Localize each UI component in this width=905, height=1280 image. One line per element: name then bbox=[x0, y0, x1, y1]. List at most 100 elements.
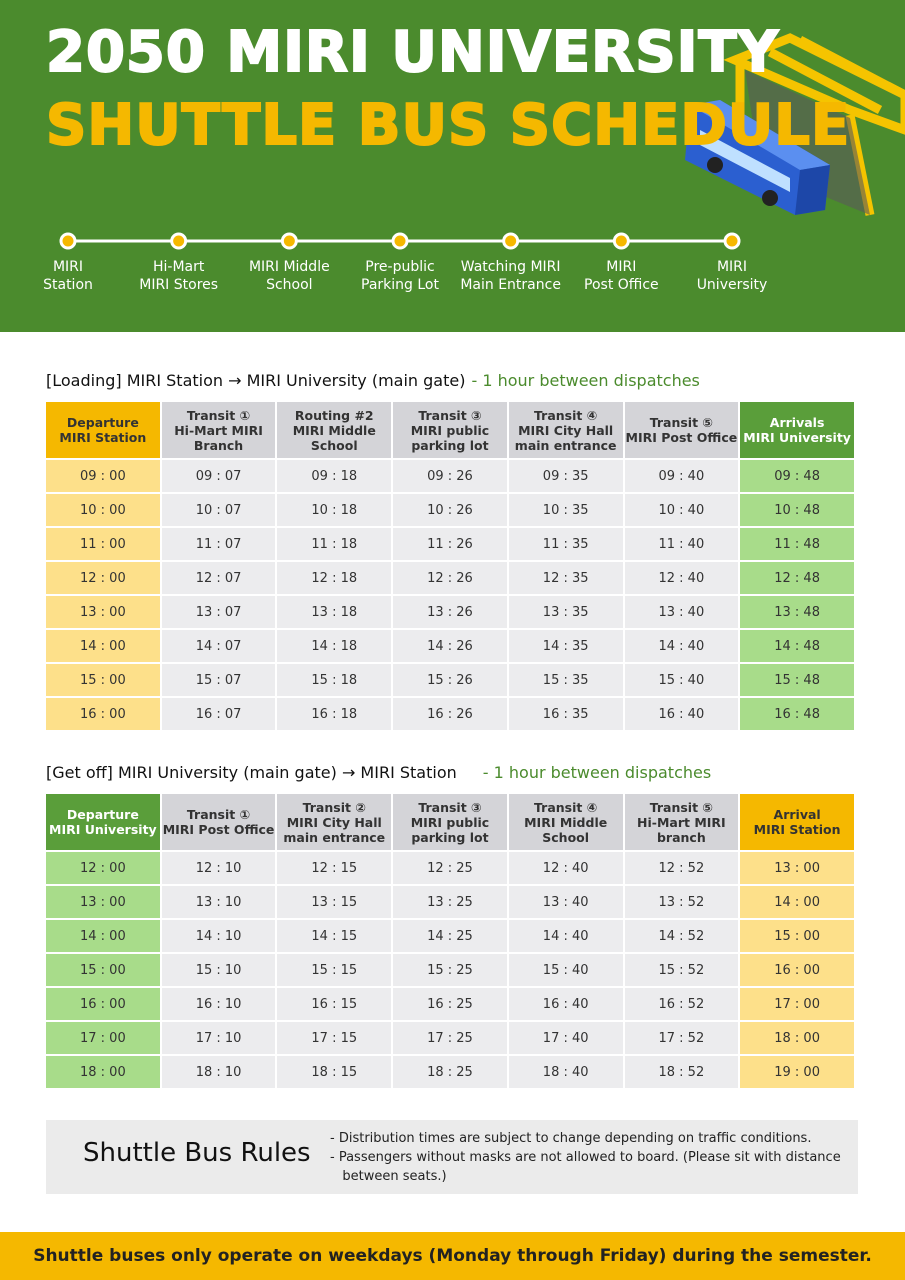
cell: 14 : 00 bbox=[46, 630, 160, 662]
row: 15 : 00 15 : 10 15 : 15 15 : 25 15 : 40 15 : … bbox=[46, 954, 854, 986]
cell: 12 : 26 bbox=[393, 562, 507, 594]
header-cell: Transit ⑤ MIRI Post Office bbox=[624, 402, 739, 458]
cell: 12 : 07 bbox=[161, 562, 276, 594]
cell: 13 : 52 bbox=[624, 886, 739, 918]
cell: 17 : 40 bbox=[508, 1022, 623, 1054]
cell: 15 : 26 bbox=[393, 664, 507, 696]
cell: 15 : 10 bbox=[161, 954, 276, 986]
cell: 09 : 48 bbox=[740, 460, 854, 492]
cell: 14 : 18 bbox=[277, 630, 392, 662]
cell: 09 : 07 bbox=[161, 460, 276, 492]
cell: 09 : 26 bbox=[393, 460, 507, 492]
rules-title: Shuttle Bus Rules bbox=[83, 1138, 311, 1168]
cell: 18 : 10 bbox=[161, 1056, 276, 1088]
cell: 15 : 18 bbox=[277, 664, 392, 696]
cell: 09 : 00 bbox=[46, 460, 160, 492]
route-line bbox=[59, 232, 741, 250]
cell: 11 : 26 bbox=[393, 528, 507, 560]
row: 13 : 00 13 : 07 13 : 18 13 : 26 13 : 35 13 : … bbox=[46, 596, 854, 628]
cell: 12 : 18 bbox=[277, 562, 392, 594]
cell: 16 : 15 bbox=[277, 988, 392, 1020]
row: 16 : 00 16 : 07 16 : 18 16 : 26 16 : 35 16 : … bbox=[46, 698, 854, 730]
cell: 14 : 00 bbox=[46, 920, 160, 952]
cell: 17 : 15 bbox=[277, 1022, 392, 1054]
stop-dot bbox=[170, 232, 188, 250]
cell: 10 : 00 bbox=[46, 494, 160, 526]
cell: 13 : 07 bbox=[161, 596, 276, 628]
cell: 18 : 52 bbox=[624, 1056, 739, 1088]
stop-label: Hi-Mart MIRI Stores bbox=[139, 259, 219, 293]
cell: 11 : 07 bbox=[161, 528, 276, 560]
cell: 12 : 35 bbox=[508, 562, 623, 594]
header-cell: Transit ① Hi-Mart MIRI Branch bbox=[161, 402, 276, 458]
rule-item: - Passengers without masks are not allow… bbox=[330, 1150, 841, 1184]
cell: 18 : 00 bbox=[46, 1056, 160, 1088]
rule-item: - Distribution times are subject to chan… bbox=[330, 1131, 812, 1146]
cell: 16 : 40 bbox=[508, 988, 623, 1020]
cell: 13 : 40 bbox=[624, 596, 739, 628]
row: 16 : 00 16 : 10 16 : 15 16 : 25 16 : 40 16 : … bbox=[46, 988, 854, 1020]
table1-heading: [Loading] MIRI Station → MIRI University… bbox=[46, 371, 700, 390]
cell: 12 : 40 bbox=[624, 562, 739, 594]
row: 12 : 00 12 : 07 12 : 18 12 : 26 12 : 35 12 : … bbox=[46, 562, 854, 594]
cell: 11 : 00 bbox=[46, 528, 160, 560]
header-row: Departure MIRI Station Transit ① Hi-Mart … bbox=[46, 402, 854, 458]
stop-label: MIRI Middle School bbox=[248, 259, 330, 293]
cell: 13 : 00 bbox=[740, 852, 854, 884]
cell: 11 : 48 bbox=[740, 528, 854, 560]
cell: 13 : 18 bbox=[277, 596, 392, 628]
cell: 14 : 52 bbox=[624, 920, 739, 952]
schedule-table: Departure MIRI University Transit ① MIRI … bbox=[44, 792, 856, 1090]
row: 14 : 00 14 : 07 14 : 18 14 : 26 14 : 35 14 : … bbox=[46, 630, 854, 662]
cell: 18 : 15 bbox=[277, 1056, 392, 1088]
row: 10 : 00 10 : 07 10 : 18 10 : 26 10 : 35 10 : … bbox=[46, 494, 854, 526]
cell: 12 : 48 bbox=[740, 562, 854, 594]
header-cell: Transit ④ MIRI Middle School bbox=[508, 794, 623, 850]
stop-label: Watching MIRI Main Entrance bbox=[460, 259, 561, 293]
stop-dot bbox=[59, 232, 77, 250]
stop-label: MIRI Post Office bbox=[584, 259, 659, 293]
row: 15 : 00 15 : 07 15 : 18 15 : 26 15 : 35 15 : … bbox=[46, 664, 854, 696]
cell: 14 : 48 bbox=[740, 630, 854, 662]
row: 18 : 00 18 : 10 18 : 15 18 : 25 18 : 40 18 : … bbox=[46, 1056, 854, 1088]
row: 14 : 00 14 : 10 14 : 15 14 : 25 14 : 40 14 : … bbox=[46, 920, 854, 952]
cell: 10 : 18 bbox=[277, 494, 392, 526]
heading-text: [Loading] MIRI Station → MIRI University… bbox=[46, 371, 466, 390]
cell: 17 : 00 bbox=[46, 1022, 160, 1054]
cell: 10 : 07 bbox=[161, 494, 276, 526]
cell: 14 : 40 bbox=[508, 920, 623, 952]
cell: 13 : 15 bbox=[277, 886, 392, 918]
cell: 12 : 40 bbox=[508, 852, 623, 884]
cell: 18 : 25 bbox=[393, 1056, 507, 1088]
note: - 1 hour between dispatches bbox=[471, 371, 700, 390]
cell: 12 : 52 bbox=[624, 852, 739, 884]
heading-text: [Get off] MIRI University (main gate) → … bbox=[46, 763, 457, 782]
header-cell: Departure MIRI Station bbox=[46, 402, 160, 458]
header-cell: Transit ① MIRI Post Office bbox=[161, 794, 276, 850]
cell: 14 : 26 bbox=[393, 630, 507, 662]
cell: 17 : 25 bbox=[393, 1022, 507, 1054]
cell: 13 : 35 bbox=[508, 596, 623, 628]
cell: 12 : 15 bbox=[277, 852, 392, 884]
stop-dot bbox=[280, 232, 298, 250]
stop-label: MIRI University bbox=[696, 259, 768, 293]
cell: 17 : 10 bbox=[161, 1022, 276, 1054]
cell: 10 : 26 bbox=[393, 494, 507, 526]
header-cell: Transit ③ MIRI public parking lot bbox=[393, 794, 507, 850]
cell: 16 : 48 bbox=[740, 698, 854, 730]
cell: 13 : 26 bbox=[393, 596, 507, 628]
cell: 16 : 00 bbox=[740, 954, 854, 986]
cell: 15 : 00 bbox=[46, 954, 160, 986]
stop-dot bbox=[612, 232, 630, 250]
cell: 17 : 52 bbox=[624, 1022, 739, 1054]
row: 13 : 00 13 : 10 13 : 15 13 : 25 13 : 40 13 : … bbox=[46, 886, 854, 918]
cell: 12 : 00 bbox=[46, 852, 160, 884]
footer: Shuttle buses only operate on weekdays (… bbox=[0, 1232, 905, 1280]
cell: 14 : 15 bbox=[277, 920, 392, 952]
stop-label: Pre-public Parking Lot bbox=[361, 259, 439, 293]
cell: 10 : 48 bbox=[740, 494, 854, 526]
cell: 10 : 35 bbox=[508, 494, 623, 526]
cell: 16 : 26 bbox=[393, 698, 507, 730]
header-cell: Transit ② MIRI City Hall main entrance bbox=[277, 794, 392, 850]
cell: 19 : 00 bbox=[740, 1056, 854, 1088]
